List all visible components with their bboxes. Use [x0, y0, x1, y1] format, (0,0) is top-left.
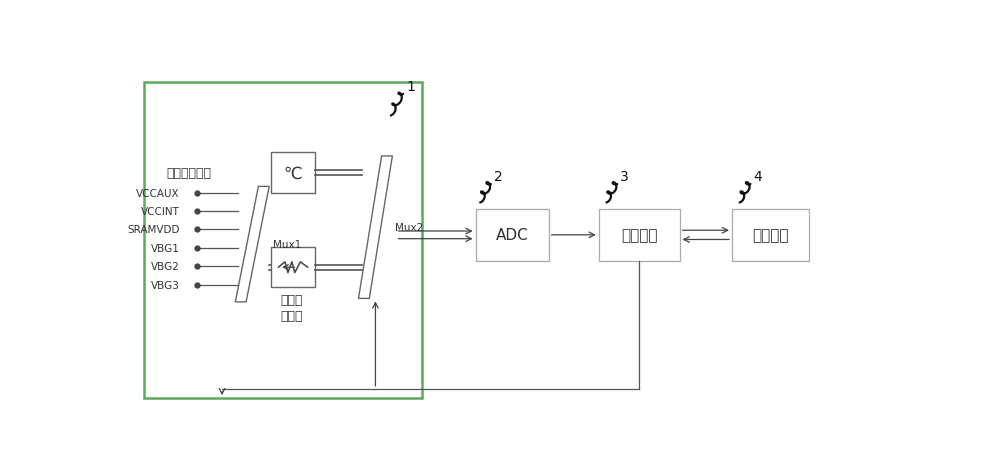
Text: VCCINT: VCCINT — [141, 206, 180, 217]
Text: 图形输出: 图形输出 — [752, 228, 789, 243]
Text: VBG2: VBG2 — [151, 262, 180, 272]
Bar — [599, 209, 680, 262]
Text: SRAMVDD: SRAMVDD — [127, 225, 180, 235]
Text: ADC: ADC — [496, 228, 528, 243]
Polygon shape — [358, 156, 392, 299]
Polygon shape — [235, 187, 269, 302]
Text: 温度传感电路: 温度传感电路 — [166, 167, 211, 180]
Text: 电压传: 电压传 — [280, 294, 303, 307]
Text: 1: 1 — [406, 80, 415, 94]
Text: Mux2: Mux2 — [395, 223, 424, 232]
Text: ℃: ℃ — [284, 164, 302, 182]
Text: 控制逻辑: 控制逻辑 — [621, 228, 657, 243]
Bar — [144, 83, 422, 398]
Text: 2: 2 — [494, 170, 503, 184]
Text: VBG3: VBG3 — [151, 280, 180, 290]
Text: 感电路: 感电路 — [280, 309, 303, 322]
Bar — [732, 209, 809, 262]
Text: 3: 3 — [620, 170, 629, 184]
Text: 4: 4 — [754, 170, 762, 184]
Text: VBG1: VBG1 — [151, 244, 180, 253]
Bar — [476, 209, 549, 262]
Bar — [271, 153, 315, 193]
Text: VCCAUX: VCCAUX — [136, 188, 180, 198]
Bar — [271, 248, 315, 288]
Text: Mux1: Mux1 — [273, 239, 301, 250]
